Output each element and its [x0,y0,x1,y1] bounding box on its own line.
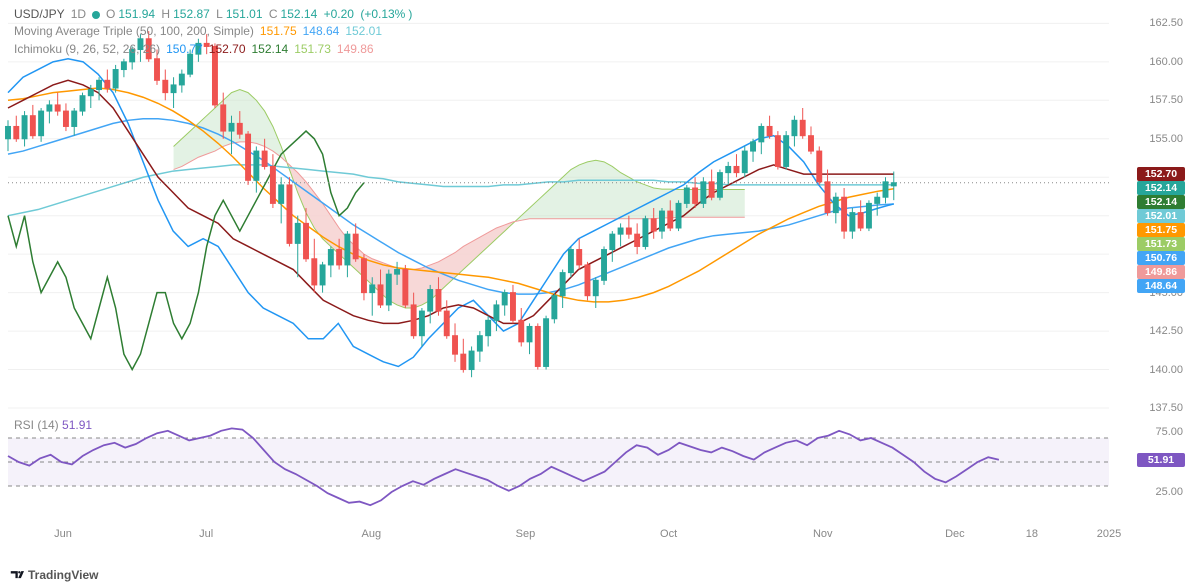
symbol[interactable]: USD/JPY [14,6,65,23]
x-tick: Sep [516,528,536,540]
rsi-y-tick: 25.00 [1155,486,1183,498]
kijun-val: 152.70 [209,41,246,58]
x-tick: Jun [54,528,72,540]
rsi-y-tick: 75.00 [1155,426,1183,438]
price-flag: 152.70 [1137,167,1185,181]
y-tick: 137.50 [1149,402,1183,414]
timeframe: 1D [71,6,86,23]
y-tick: 142.50 [1149,325,1183,337]
ma-row: Moving Average Triple (50, 100, 200, Sim… [14,23,415,40]
rsi-chart[interactable] [8,420,1109,510]
price-flag: 148.64 [1137,279,1185,293]
chikou-val: 152.14 [252,41,289,58]
rsi-plot [8,420,1109,510]
symbol-row: USD/JPY 1D O151.94 H152.87 L151.01 C152.… [14,6,415,23]
tenkan-val: 150.77 [166,41,203,58]
price-flag: 150.76 [1137,251,1185,265]
price-flag: 149.86 [1137,265,1185,279]
ma50-val: 151.75 [260,23,297,40]
y-tick: 140.00 [1149,364,1183,376]
main-chart[interactable] [8,8,1109,408]
rsi-flag: 51.91 [1137,453,1185,467]
price-flag: 151.73 [1137,237,1185,251]
y-tick: 157.50 [1149,94,1183,106]
y-axis-main: 137.50140.00142.50145.00147.50150.00152.… [1113,8,1189,408]
ma100-val: 148.64 [303,23,340,40]
x-axis: JunJulAugSepOctNovDec182025 [8,528,1109,548]
ma200-val: 152.01 [345,23,382,40]
price-flag: 152.14 [1137,195,1185,209]
x-tick: Dec [945,528,965,540]
price-flag: 152.14 [1137,181,1185,195]
spanA-val: 151.73 [294,41,331,58]
rsi-legend: RSI (14) 51.91 [14,418,92,432]
price-flag: 152.01 [1137,209,1185,223]
main-plot [8,8,1109,408]
ohlc: O151.94 H152.87 L151.01 C152.14 +0.20 (+… [106,6,415,23]
legend: USD/JPY 1D O151.94 H152.87 L151.01 C152.… [14,6,415,58]
y-axis-rsi: 25.0050.0075.0051.91 [1113,420,1189,510]
chart-container: USD/JPY 1D O151.94 H152.87 L151.01 C152.… [0,0,1189,588]
status-dot [92,11,100,19]
x-tick: 18 [1026,528,1038,540]
spanB-val: 149.86 [337,41,374,58]
x-tick: Oct [660,528,677,540]
x-tick: Nov [813,528,833,540]
y-tick: 162.50 [1149,17,1183,29]
x-tick: Jul [199,528,213,540]
y-tick: 155.00 [1149,133,1183,145]
price-flag: 151.75 [1137,223,1185,237]
y-tick: 160.00 [1149,56,1183,68]
tradingview-icon [10,568,24,582]
ichimoku-row: Ichimoku (9, 26, 52, 26, 26) 150.77 152.… [14,41,415,58]
attribution[interactable]: TradingView [10,568,98,582]
x-tick: 2025 [1097,528,1121,540]
x-tick: Aug [362,528,382,540]
